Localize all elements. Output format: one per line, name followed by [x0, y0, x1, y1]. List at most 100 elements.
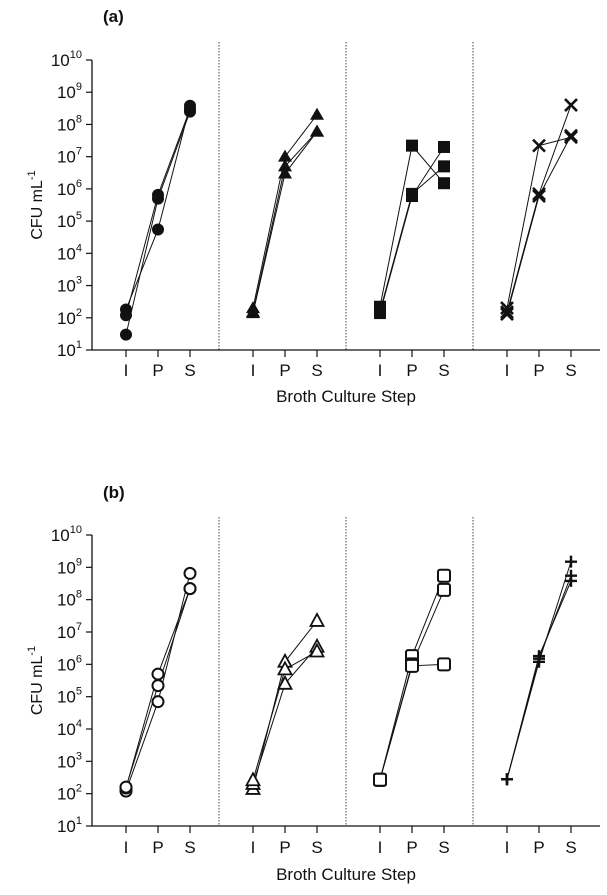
x-tick-label: P	[533, 361, 544, 380]
panel-b: (b) 101 102 103 104 105 106 107 108 109 1010 CFU mL…	[26, 483, 600, 884]
series-line	[125, 111, 191, 335]
x-tick-label: S	[311, 361, 322, 380]
data-point-filled-circle	[152, 188, 164, 201]
data-point-open-circle	[183, 566, 197, 580]
x-tick-label: S	[184, 361, 195, 380]
data-point-filled-triangle	[278, 166, 292, 179]
data-point-open-square	[405, 658, 419, 673]
series-line	[379, 589, 445, 780]
series-line	[506, 580, 572, 780]
x-axis-label: Broth Culture Step	[276, 387, 416, 406]
y-tick-label: 104	[57, 242, 82, 263]
y-tick-label: 107	[57, 146, 82, 167]
data-point-x-cross	[564, 98, 578, 112]
data-point-x-cross	[532, 186, 546, 201]
y-tick-label: 107	[57, 621, 82, 642]
data-point-open-triangle	[308, 612, 326, 627]
y-tick-label: 103	[57, 750, 82, 771]
x-tick-label: P	[152, 838, 163, 857]
panel-label: (a)	[103, 7, 124, 26]
data-point-open-triangle	[308, 642, 326, 658]
data-point-open-square	[437, 568, 451, 583]
y-tick-label: 106	[57, 178, 82, 199]
data-point-filled-circle	[120, 328, 132, 341]
y-tick-label: 104	[57, 718, 82, 739]
x-tick-label: P	[406, 838, 417, 857]
data-point-filled-square	[406, 190, 418, 203]
y-tick-label: 105	[57, 686, 82, 707]
data-point-open-triangle	[244, 771, 262, 787]
panel-a: (a) 101 102 103 104 105 106 107 108 109 1010 CFU mL…	[26, 7, 600, 406]
data-point-filled-triangle	[310, 107, 324, 120]
data-point-plus	[501, 773, 513, 786]
data-point-open-square	[437, 582, 451, 597]
x-tick-label: P	[279, 838, 290, 857]
data-point-filled-square	[438, 160, 450, 173]
x-tick-label: I	[505, 361, 510, 380]
data-point-x-cross	[532, 138, 546, 153]
y-tick-label: 1010	[51, 49, 82, 70]
x-tick-label: I	[505, 838, 510, 857]
data-point-filled-circle	[120, 303, 132, 316]
data-point-x-cross	[564, 128, 578, 143]
y-tick-label: 102	[57, 307, 82, 328]
x-tick-label: I	[251, 361, 256, 380]
data-point-x-cross	[500, 305, 514, 320]
data-point-x-cross	[500, 301, 514, 315]
series-line	[506, 136, 572, 309]
x-tick-label: S	[438, 361, 449, 380]
y-tick-label: 109	[57, 81, 82, 102]
x-tick-label: I	[124, 838, 129, 857]
x-tick-label: P	[406, 361, 417, 380]
data-point-filled-triangle	[246, 306, 260, 319]
panel-label: (b)	[103, 483, 125, 502]
data-point-open-circle	[151, 667, 165, 681]
x-tick-label: S	[311, 838, 322, 857]
series-line	[506, 104, 572, 313]
data-point-open-square	[437, 657, 451, 672]
x-axis-label: Broth Culture Step	[276, 865, 416, 884]
data-point-x-cross	[532, 189, 546, 203]
data-point-filled-circle	[152, 223, 164, 236]
series-line	[252, 620, 318, 790]
data-point-filled-triangle	[310, 124, 324, 137]
data-point-filled-square	[406, 139, 418, 152]
data-point-plus	[565, 555, 577, 568]
data-point-filled-circle	[184, 99, 196, 112]
data-point-filled-square	[438, 140, 450, 153]
y-tick-label: 109	[57, 556, 82, 577]
y-tick-label: 106	[57, 653, 82, 674]
data-point-filled-square	[438, 177, 450, 190]
data-point-open-triangle	[276, 660, 294, 676]
series-line	[506, 135, 572, 315]
series-line	[506, 561, 572, 780]
data-point-open-triangle	[276, 674, 294, 690]
data-point-open-square	[373, 772, 387, 787]
y-tick-label: 103	[57, 275, 82, 296]
x-tick-label: I	[378, 838, 383, 857]
y-tick-label: 101	[57, 815, 82, 836]
x-tick-label: P	[533, 838, 544, 857]
x-tick-label: S	[438, 838, 449, 857]
y-axis-label: CFU mL-1	[26, 170, 46, 239]
data-point-open-circle	[119, 780, 133, 794]
data-point-plus	[533, 650, 545, 663]
y-axis-label: CFU mL-1	[26, 646, 46, 715]
series-line	[379, 144, 445, 307]
data-point-filled-square	[374, 307, 386, 320]
data-point-filled-triangle	[278, 149, 292, 162]
series-line	[506, 575, 572, 780]
data-point-plus	[565, 574, 577, 587]
x-tick-label: S	[184, 838, 195, 857]
y-tick-label: 108	[57, 113, 82, 134]
y-tick-label: 108	[57, 589, 82, 610]
x-tick-label: I	[124, 361, 129, 380]
data-point-open-circle	[151, 695, 165, 709]
x-tick-label: I	[251, 838, 256, 857]
x-tick-label: P	[152, 361, 163, 380]
y-tick-label: 1010	[51, 524, 82, 545]
y-tick-label: 101	[57, 339, 82, 360]
y-tick-label: 105	[57, 210, 82, 231]
data-point-x-cross	[500, 307, 514, 322]
